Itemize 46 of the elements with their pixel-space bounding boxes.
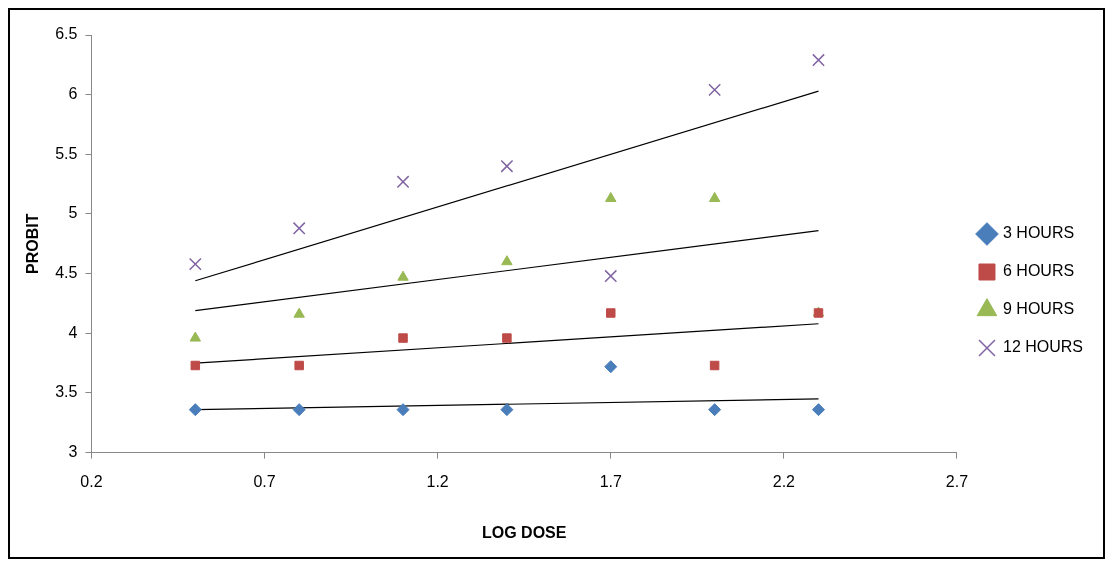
y-tick-label: 4.5 xyxy=(55,264,78,282)
point xyxy=(708,403,722,417)
point xyxy=(709,360,720,371)
point xyxy=(292,403,306,417)
point xyxy=(604,269,618,283)
x-axis-title: LOG DOSE xyxy=(481,523,567,541)
point xyxy=(708,83,722,97)
point xyxy=(500,159,514,173)
y-tick-label: 3.5 xyxy=(55,383,78,401)
point xyxy=(500,403,514,417)
point xyxy=(811,403,825,417)
point xyxy=(605,191,617,202)
point xyxy=(606,308,616,318)
x-tick-label: 2.2 xyxy=(772,472,796,490)
point xyxy=(398,333,408,343)
legend-label: 6 HOURS xyxy=(1002,262,1075,280)
point xyxy=(294,360,304,371)
x-tick-label: 1.7 xyxy=(599,472,622,490)
y-tick-label: 5.5 xyxy=(55,144,78,162)
legend-label: 12 HOURS xyxy=(1002,338,1084,356)
x-tick-label: 2.7 xyxy=(945,472,969,490)
point xyxy=(190,360,201,371)
point xyxy=(604,360,618,374)
point xyxy=(502,333,512,343)
y-tick-label: 6 xyxy=(68,85,78,103)
y-axis-title: PROBIT xyxy=(24,213,42,275)
legend-label: 9 HOURS xyxy=(1002,300,1075,318)
point xyxy=(188,403,202,417)
point xyxy=(189,331,201,342)
legend-label: 3 HOURS xyxy=(1002,224,1075,242)
y-tick-label: 6.5 xyxy=(55,25,78,43)
point xyxy=(293,307,305,318)
y-tick-label: 5 xyxy=(68,204,78,222)
point xyxy=(708,191,721,202)
x-tick-label: 0.2 xyxy=(80,472,103,490)
point xyxy=(397,270,409,281)
y-tick-label: 3 xyxy=(68,443,78,461)
x-tick-label: 1.2 xyxy=(426,472,449,490)
point xyxy=(188,257,202,271)
point xyxy=(292,221,306,235)
point xyxy=(396,175,410,189)
point xyxy=(812,53,825,67)
point xyxy=(396,403,410,417)
point xyxy=(501,255,513,266)
x-tick-label: 0.7 xyxy=(253,472,276,490)
y-tick-label: 4 xyxy=(68,323,78,341)
